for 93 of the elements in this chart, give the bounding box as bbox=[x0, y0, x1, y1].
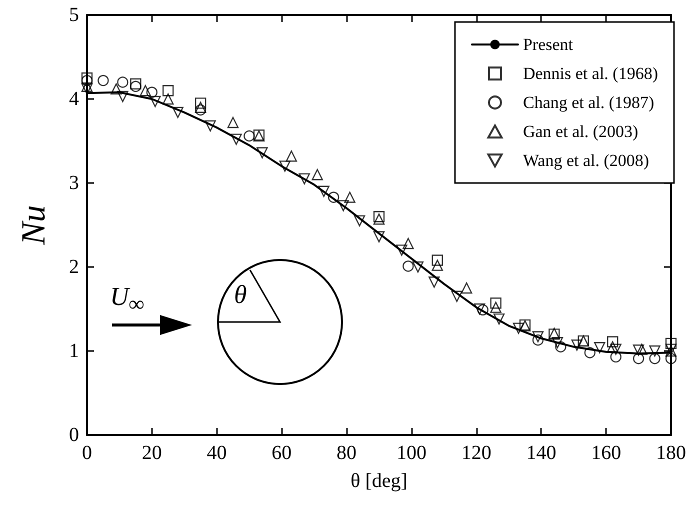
point bbox=[81, 80, 93, 92]
point bbox=[665, 338, 677, 350]
x-axis-title: θ [deg] bbox=[350, 470, 408, 492]
x-tick-label: 140 bbox=[526, 442, 556, 464]
point bbox=[98, 74, 109, 86]
legend-label: Wang et al. (2008) bbox=[522, 151, 650, 170]
point bbox=[610, 351, 622, 362]
x-tick-label: 20 bbox=[142, 442, 162, 464]
point bbox=[298, 173, 310, 184]
point bbox=[474, 303, 486, 315]
point bbox=[286, 150, 297, 162]
point bbox=[632, 352, 644, 364]
point bbox=[279, 160, 291, 172]
point bbox=[373, 211, 385, 222]
point bbox=[194, 102, 206, 113]
point bbox=[110, 83, 122, 95]
y-tick-label: 2 bbox=[69, 256, 79, 278]
point bbox=[318, 186, 330, 197]
point bbox=[649, 352, 660, 364]
point bbox=[194, 98, 206, 109]
point bbox=[172, 106, 184, 118]
point bbox=[412, 261, 424, 273]
annotation: θ bbox=[234, 280, 247, 310]
point bbox=[649, 345, 660, 357]
point bbox=[607, 341, 618, 352]
annotation: U$_{∞}$ bbox=[110, 282, 144, 318]
point bbox=[490, 302, 502, 313]
point bbox=[636, 344, 648, 355]
point bbox=[194, 104, 206, 116]
point bbox=[428, 276, 440, 288]
x-tick-label: 40 bbox=[206, 442, 227, 464]
point bbox=[117, 90, 128, 102]
point bbox=[373, 214, 385, 225]
point bbox=[432, 260, 443, 271]
legend-label: Chang et al. (1987) bbox=[522, 93, 654, 112]
point bbox=[477, 304, 488, 316]
point bbox=[373, 231, 385, 242]
point bbox=[402, 260, 414, 272]
x-tick-label: 120 bbox=[461, 442, 492, 464]
x-tick-label: 80 bbox=[336, 442, 357, 464]
y-tick-label: 3 bbox=[69, 172, 79, 194]
point bbox=[532, 331, 544, 342]
x-tick-label: 180 bbox=[656, 442, 686, 464]
point bbox=[402, 238, 414, 250]
point bbox=[594, 342, 606, 354]
point bbox=[555, 341, 566, 352]
point bbox=[140, 85, 151, 96]
point bbox=[665, 352, 677, 364]
point bbox=[610, 344, 622, 355]
point bbox=[354, 215, 366, 226]
point bbox=[150, 96, 161, 108]
point bbox=[227, 116, 239, 128]
point bbox=[584, 347, 596, 358]
point bbox=[146, 86, 158, 98]
legend-label: Present bbox=[522, 35, 574, 54]
point bbox=[81, 72, 93, 84]
point bbox=[396, 244, 408, 256]
legend-label: Gan et al. (2003) bbox=[522, 122, 638, 141]
x-tick-label: 100 bbox=[396, 442, 426, 464]
point bbox=[490, 298, 502, 309]
point bbox=[204, 120, 216, 132]
y-axis-title: Nu bbox=[16, 205, 52, 246]
y-tick-label: 4 bbox=[69, 88, 79, 110]
y-tick-label: 5 bbox=[69, 4, 79, 26]
point bbox=[162, 85, 174, 96]
point bbox=[607, 336, 618, 348]
point bbox=[532, 334, 544, 346]
point bbox=[81, 74, 93, 86]
point bbox=[130, 78, 142, 90]
x-tick-label: 60 bbox=[272, 442, 292, 464]
point bbox=[162, 93, 174, 105]
point bbox=[571, 340, 583, 351]
point bbox=[512, 322, 524, 334]
point bbox=[230, 134, 242, 145]
point bbox=[552, 337, 564, 348]
point bbox=[244, 130, 255, 142]
point bbox=[344, 192, 356, 203]
point bbox=[130, 80, 142, 92]
point bbox=[117, 76, 128, 88]
point bbox=[451, 290, 462, 302]
point bbox=[328, 192, 340, 203]
y-tick-label: 0 bbox=[69, 424, 79, 446]
point bbox=[256, 147, 268, 158]
y-tick-label: 1 bbox=[69, 340, 79, 362]
point bbox=[312, 169, 323, 180]
point bbox=[461, 282, 472, 294]
point bbox=[81, 83, 93, 95]
point bbox=[493, 313, 505, 325]
legend-label: Dennis et al. (1968) bbox=[522, 64, 658, 83]
x-tick-label: 160 bbox=[591, 442, 622, 464]
point bbox=[338, 200, 349, 212]
point bbox=[432, 254, 443, 266]
point bbox=[632, 344, 644, 356]
